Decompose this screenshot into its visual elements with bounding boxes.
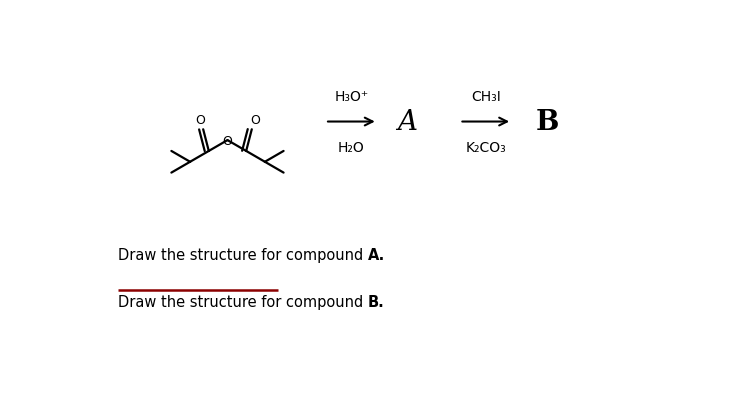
Text: A: A bbox=[397, 109, 417, 136]
Text: O: O bbox=[250, 114, 259, 127]
Text: H₃O⁺: H₃O⁺ bbox=[334, 90, 369, 104]
Text: O: O bbox=[222, 134, 232, 147]
Text: B: B bbox=[535, 109, 559, 136]
Text: H₂O: H₂O bbox=[338, 141, 365, 155]
Text: Draw the structure for compound: Draw the structure for compound bbox=[118, 294, 367, 309]
Text: A.: A. bbox=[367, 247, 385, 263]
Text: O: O bbox=[195, 114, 205, 127]
Text: CH₃I: CH₃I bbox=[471, 90, 501, 104]
Text: K₂CO₃: K₂CO₃ bbox=[465, 141, 506, 155]
Text: Draw the structure for compound: Draw the structure for compound bbox=[118, 247, 367, 263]
Text: B.: B. bbox=[367, 294, 385, 309]
